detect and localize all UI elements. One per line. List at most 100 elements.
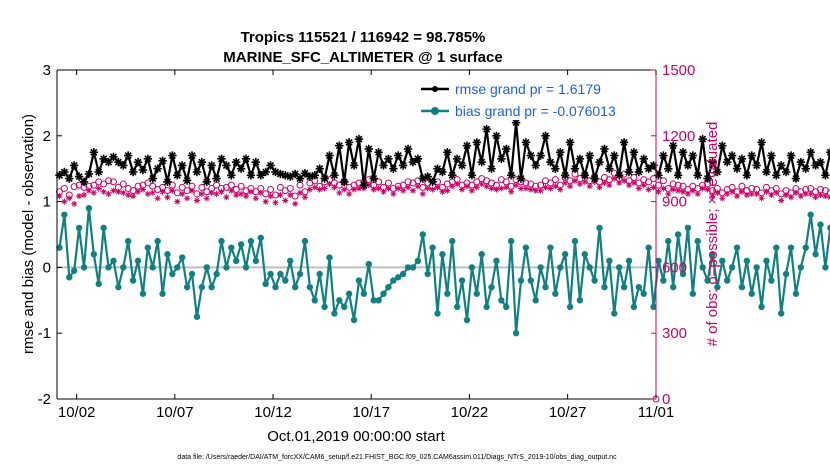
obs-evaluated-point [635, 185, 642, 192]
obs-evaluated-point [130, 193, 137, 200]
obs-evaluated-point [444, 187, 451, 194]
bias-point [149, 264, 156, 271]
rmse-point [698, 134, 707, 144]
bias-point [439, 251, 446, 258]
rmse-point [506, 171, 516, 180]
bias-point [571, 237, 579, 245]
rmse-point [610, 151, 619, 160]
rmse-point [428, 177, 437, 187]
obs-evaluated-point [680, 188, 687, 195]
obs-evaluated-point [758, 195, 765, 202]
rmse-point [526, 151, 535, 160]
rmse-point [767, 151, 776, 160]
rmse-point [374, 148, 383, 157]
obs-evaluated-point [621, 177, 628, 184]
bias-point [679, 270, 687, 278]
y-tick-label: -1 [38, 325, 51, 342]
rmse-point [757, 138, 766, 147]
bias-point [615, 264, 623, 271]
rmse-point [168, 151, 177, 160]
obs-evaluated-point [228, 187, 235, 194]
bias-point [233, 257, 240, 265]
rmse-point [251, 157, 261, 167]
obs-evaluated-point [297, 189, 304, 196]
obs-possible-point [738, 182, 746, 190]
obs-evaluated-point [223, 194, 230, 201]
rmse-point [614, 171, 624, 180]
obs-evaluated-point [625, 182, 632, 189]
y-tick-label: 3 [43, 62, 51, 79]
obs-evaluated-point [699, 185, 706, 192]
obs-evaluated-point [498, 185, 505, 192]
bias-point [404, 264, 412, 271]
x-tick-label: 10/07 [156, 404, 194, 421]
rmse-point [747, 151, 756, 160]
bias-point [635, 283, 643, 291]
bias-point [350, 316, 358, 324]
obs-evaluated-point [115, 188, 122, 195]
bias-point [532, 297, 539, 304]
rmse-point [791, 174, 801, 183]
obs-possible-point [105, 177, 113, 185]
rmse-point [398, 161, 408, 170]
bias-point [198, 283, 206, 291]
rmse-point [722, 157, 732, 167]
obs-evaluated-point [645, 186, 652, 193]
obs-evaluated-point [90, 189, 97, 196]
obs-evaluated-point [630, 179, 637, 186]
rmse-point [619, 138, 629, 147]
obs-evaluated-point [262, 198, 269, 205]
obs-evaluated-point [81, 192, 88, 199]
obs-evaluated-point [85, 187, 92, 194]
y-axis-label: rmse and bias (model - observation) [20, 114, 37, 354]
obs-evaluated-point [557, 186, 564, 193]
obs-evaluated-point [768, 192, 775, 199]
rmse-point [300, 169, 310, 178]
bias-point [296, 270, 304, 278]
rmse-point [207, 161, 216, 170]
bias-point [782, 270, 790, 278]
obs-evaluated-point [184, 195, 191, 202]
obs-evaluated-point [61, 198, 68, 205]
rmse-point [413, 154, 423, 164]
bias-point [66, 274, 73, 281]
obs-evaluated-point [778, 197, 785, 204]
obs-possible-point [178, 183, 186, 191]
bias-point [414, 257, 422, 265]
rmse-point [153, 164, 162, 173]
rmse-point [349, 161, 359, 170]
bias-point [552, 290, 559, 297]
rmse-point [678, 148, 688, 157]
bias-point [601, 283, 608, 291]
obs-evaluated-point [100, 188, 107, 195]
obs-evaluated-point [527, 186, 534, 193]
bias-point [483, 303, 490, 311]
obs-evaluated-point [434, 184, 441, 191]
rmse-point [364, 144, 373, 154]
rmse-point [477, 157, 486, 167]
obs-evaluated-point [783, 192, 790, 199]
obs-evaluated-point [203, 195, 210, 202]
obs-evaluated-point [66, 195, 73, 202]
rmse-point [433, 164, 442, 173]
rmse-point [109, 152, 118, 162]
bias-point [80, 264, 88, 271]
bias-point [316, 270, 323, 278]
bias-point [306, 283, 314, 291]
obs-evaluated-point [95, 185, 102, 192]
rmse-point [796, 157, 806, 167]
obs-possible-point [109, 178, 117, 186]
obs-evaluated-point [135, 188, 142, 195]
rmse-point [492, 131, 501, 140]
bias-point [611, 310, 618, 317]
rmse-point [487, 164, 496, 173]
bias-point [429, 244, 436, 251]
rmse-point [325, 151, 334, 160]
bias-point [360, 290, 368, 297]
rmse-point [806, 148, 815, 157]
obs-evaluated-point [792, 189, 799, 196]
bias-point [522, 244, 530, 251]
obs-evaluated-point [395, 185, 402, 192]
rmse-point [624, 167, 634, 177]
obs-evaluated-point [547, 185, 554, 192]
